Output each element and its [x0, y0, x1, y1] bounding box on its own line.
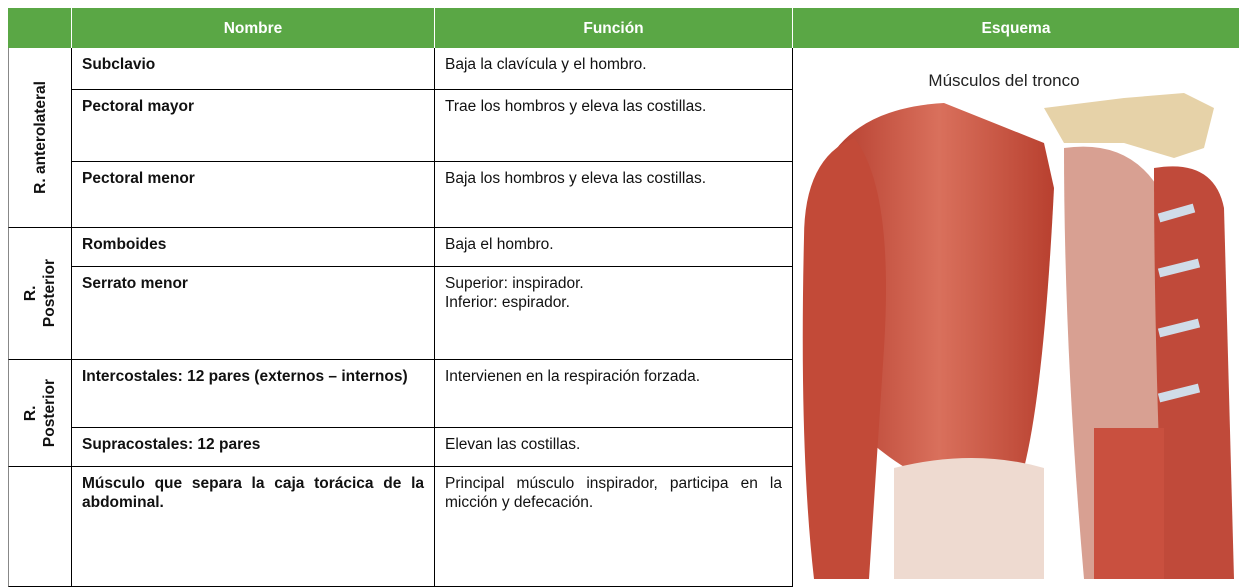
- function-line: Baja los hombros y eleva las costillas.: [445, 170, 707, 187]
- ribs: [1157, 203, 1201, 403]
- muscle-name: Serrato menor: [72, 267, 435, 360]
- muscle-function: Intervienen en la respiración forzada.: [435, 360, 793, 428]
- rectus: [1094, 428, 1164, 579]
- muscle-name: Romboides: [72, 228, 435, 267]
- region-label: [8, 467, 72, 587]
- region-text: R. Posterior: [21, 379, 59, 447]
- function-line: Superior: inspirador.: [445, 275, 584, 292]
- column-header: Esquema: [793, 8, 1240, 48]
- muscle-function: Superior: inspirador. Inferior: espirador…: [435, 267, 793, 360]
- region-line: Posterior: [41, 259, 58, 328]
- abdomen: [894, 458, 1044, 579]
- muscle-name: Subclavio: [72, 48, 435, 90]
- muscle-name: Pectoral mayor: [72, 90, 435, 162]
- region-line: R. anterolateral: [31, 81, 49, 194]
- muscle-function: Elevan las costillas.: [435, 428, 793, 467]
- muscle-illustration: Músculos del tronco: [802, 71, 1234, 579]
- muscle-name: Supracostales: 12 pares: [72, 428, 435, 467]
- region-label: R. anterolateral: [8, 48, 72, 228]
- function-line: Elevan las costillas.: [445, 436, 581, 453]
- function-line: Trae los hombros y eleva las costillas.: [445, 98, 707, 115]
- region-text: R. Posterior: [21, 259, 59, 327]
- muscle-function: Baja los hombros y eleva las costillas.: [435, 162, 793, 228]
- muscle-function: Trae los hombros y eleva las costillas.: [435, 90, 793, 162]
- deltoid: [802, 138, 886, 579]
- muscle-function: Principal músculo inspirador, participa …: [435, 467, 793, 587]
- function-line: Baja el hombro.: [445, 236, 554, 253]
- function-line: Baja la clavícula y el hombro.: [445, 56, 647, 73]
- column-header: Función: [435, 8, 793, 48]
- region-line: R.: [22, 405, 39, 421]
- region-label: R. Posterior: [8, 228, 72, 360]
- figure-caption: Músculos del tronco: [928, 71, 1079, 90]
- function-line: Principal músculo inspirador, participa …: [445, 475, 782, 511]
- region-line: R.: [22, 285, 39, 302]
- function-line: Inferior: espirador.: [445, 294, 570, 311]
- pectoral: [824, 103, 1054, 488]
- muscle-name: Músculo que separa la caja torácica de l…: [72, 467, 435, 587]
- clavicle: [1044, 93, 1214, 158]
- function-line: Intervienen en la respiración forzada.: [445, 368, 701, 385]
- header-blank: [8, 8, 72, 48]
- region-line: Posterior: [41, 378, 58, 448]
- serratus: [1154, 166, 1234, 579]
- region-text: R. anterolateral: [31, 81, 50, 194]
- muscle-function: Baja el hombro.: [435, 228, 793, 267]
- muscle-name: Intercostales: 12 pares (externos – inte…: [72, 360, 435, 428]
- muscle-name: Pectoral menor: [72, 162, 435, 228]
- muscle-function: Baja la clavícula y el hombro.: [435, 48, 793, 90]
- column-header: Nombre: [72, 8, 435, 48]
- region-label: R. Posterior: [8, 360, 72, 467]
